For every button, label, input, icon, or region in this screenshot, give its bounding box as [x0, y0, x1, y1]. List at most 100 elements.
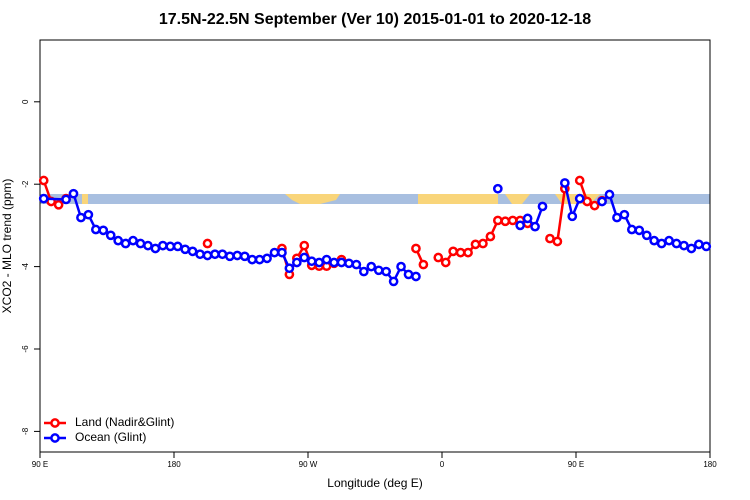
- x-tick-label: 0: [440, 460, 445, 469]
- data-point: [522, 213, 533, 224]
- data-point: [344, 258, 354, 269]
- data-point: [552, 236, 563, 247]
- data-point: [329, 257, 339, 268]
- data-point: [530, 221, 540, 232]
- data-point: [448, 246, 459, 257]
- data-point: [634, 225, 645, 236]
- data-point: [366, 261, 377, 272]
- data-point: [120, 238, 131, 249]
- x-axis-label: Longitude (deg E): [327, 476, 422, 490]
- data-point: [619, 209, 630, 220]
- data-point: [217, 249, 228, 260]
- data-point: [515, 220, 526, 231]
- land-patch: [418, 194, 498, 204]
- data-point: [485, 231, 496, 242]
- data-point: [299, 240, 310, 251]
- data-point: [574, 175, 585, 186]
- data-point: [150, 243, 161, 254]
- data-point: [128, 235, 138, 246]
- data-point: [582, 196, 593, 207]
- data-point: [679, 240, 689, 251]
- legend-label: Land (Nadir&Glint): [75, 415, 174, 429]
- legend-label: Ocean (Glint): [75, 430, 146, 444]
- data-point: [165, 241, 176, 252]
- data-point: [277, 247, 287, 258]
- data-point: [210, 249, 220, 260]
- data-point: [98, 225, 109, 236]
- data-point: [507, 215, 518, 226]
- data-point: [537, 201, 548, 212]
- data-point: [336, 257, 347, 268]
- data-point: [53, 199, 64, 210]
- data-point: [664, 235, 674, 246]
- data-point: [411, 243, 421, 254]
- data-point: [396, 261, 406, 272]
- data-point: [693, 239, 704, 250]
- y-tick-label: -8: [21, 427, 30, 435]
- data-point: [321, 254, 332, 265]
- x-tick-label: 180: [703, 460, 717, 469]
- data-point: [418, 259, 429, 270]
- data-point: [612, 212, 622, 223]
- data-point: [105, 230, 116, 241]
- data-point: [478, 238, 488, 249]
- data-point: [269, 247, 280, 258]
- y-tick-label: -2: [21, 180, 30, 188]
- data-point: [232, 250, 243, 261]
- ocean-strip: [40, 194, 710, 204]
- data-point: [559, 178, 570, 188]
- data-point: [314, 257, 325, 268]
- data-point: [604, 189, 615, 200]
- x-tick-label: 90 W: [299, 460, 318, 469]
- data-point: [172, 241, 183, 252]
- data-point: [38, 175, 49, 186]
- data-point: [701, 241, 712, 252]
- chart-title: 17.5N-22.5N September (Ver 10) 2015-01-0…: [159, 11, 591, 28]
- data-point: [470, 239, 481, 250]
- data-point: [411, 271, 421, 282]
- land-patch: [82, 194, 88, 204]
- land-patch: [285, 194, 340, 204]
- data-point: [686, 243, 697, 254]
- data-point: [202, 238, 213, 249]
- data-point: [656, 238, 667, 249]
- data-point: [157, 240, 168, 251]
- data-point: [671, 238, 682, 249]
- legend-marker: [50, 418, 60, 428]
- data-point: [90, 224, 101, 235]
- data-point: [388, 276, 399, 287]
- data-point: [500, 216, 511, 227]
- data-point: [68, 188, 79, 199]
- data-point: [597, 196, 607, 207]
- data-point: [373, 265, 384, 276]
- data-point: [492, 215, 503, 226]
- y-tick-label: 0: [21, 99, 30, 104]
- data-point: [113, 235, 124, 246]
- data-point: [76, 212, 86, 223]
- x-tick-label: 90 E: [32, 460, 48, 469]
- data-point: [463, 247, 473, 258]
- data-point: [135, 238, 146, 249]
- y-tick-label: -6: [21, 345, 30, 353]
- data-point: [239, 251, 250, 262]
- data-point: [247, 254, 258, 265]
- x-tick-label: 180: [167, 460, 181, 469]
- y-tick-label: -4: [21, 262, 30, 270]
- data-point: [202, 250, 213, 261]
- data-point: [545, 233, 555, 244]
- data-point: [61, 194, 71, 205]
- data-point: [455, 247, 466, 258]
- data-point: [187, 246, 198, 257]
- data-point: [440, 257, 451, 268]
- data-point: [284, 263, 295, 274]
- data-point: [433, 252, 444, 263]
- data-point: [299, 252, 310, 263]
- data-point: [195, 249, 205, 260]
- data-point: [589, 200, 600, 211]
- data-point: [649, 235, 660, 246]
- data-point: [358, 266, 369, 277]
- data-point: [403, 269, 414, 280]
- data-point: [626, 224, 637, 235]
